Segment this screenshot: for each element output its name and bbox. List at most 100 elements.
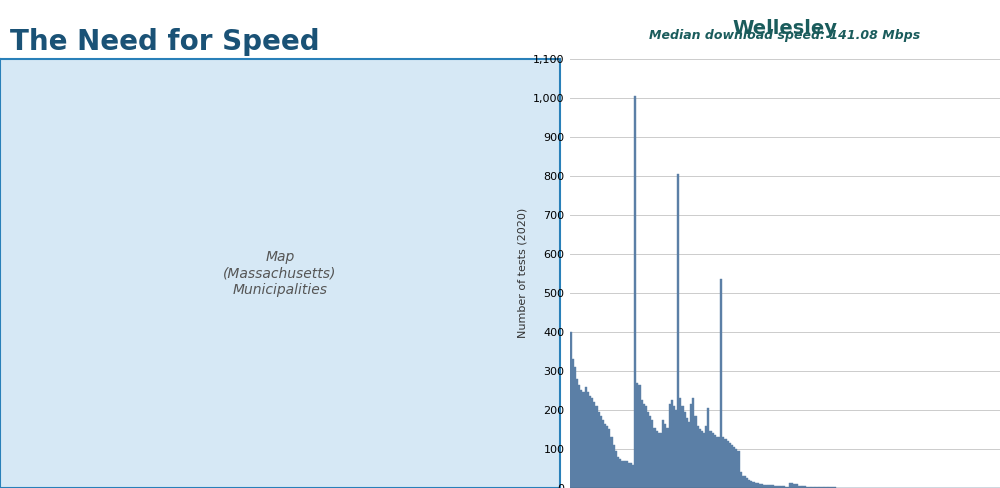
Bar [740, 472, 742, 488]
Bar [768, 485, 770, 488]
Bar [793, 484, 798, 488]
Bar [699, 429, 701, 488]
Bar [733, 447, 735, 488]
Bar [662, 420, 664, 488]
Bar [628, 463, 630, 488]
Bar [675, 410, 677, 488]
Bar [677, 174, 679, 488]
Bar [785, 487, 789, 488]
Bar [778, 486, 780, 488]
Bar [623, 461, 625, 488]
Bar [703, 433, 705, 488]
Bar [572, 359, 574, 488]
Bar [776, 486, 778, 488]
Bar [641, 400, 643, 488]
Bar [765, 485, 768, 488]
Bar [587, 392, 589, 488]
Bar [722, 437, 724, 488]
Bar [634, 96, 636, 488]
Bar [582, 392, 585, 488]
Bar [815, 487, 819, 488]
Bar [783, 487, 785, 488]
Bar [701, 431, 703, 488]
Bar [714, 435, 716, 488]
Bar [718, 437, 720, 488]
Bar [824, 487, 828, 488]
Bar [617, 457, 619, 488]
Bar [589, 396, 591, 488]
Bar [755, 483, 757, 488]
Bar [638, 385, 641, 488]
Bar [828, 487, 836, 488]
Bar [649, 416, 651, 488]
Y-axis label: Number of tests (2020): Number of tests (2020) [518, 208, 528, 339]
Bar [600, 416, 602, 488]
Bar [664, 424, 666, 488]
Bar [716, 437, 718, 488]
Bar [774, 486, 776, 488]
Bar [735, 449, 737, 488]
Bar [744, 476, 746, 488]
Bar [707, 408, 709, 488]
Bar [608, 429, 610, 488]
Bar [669, 404, 671, 488]
Bar [671, 400, 673, 488]
Bar [798, 486, 802, 488]
Bar [632, 465, 634, 488]
Bar [656, 431, 658, 488]
Bar [673, 406, 675, 488]
Bar [690, 404, 692, 488]
Text: The Need for Speed: The Need for Speed [10, 27, 320, 56]
Bar [610, 437, 613, 488]
Bar [580, 390, 582, 488]
Bar [630, 463, 632, 488]
Bar [647, 412, 649, 488]
Bar [737, 451, 740, 488]
Bar [742, 476, 744, 488]
Bar [712, 433, 714, 488]
Bar [761, 484, 763, 488]
Bar [724, 439, 727, 488]
Bar [615, 451, 617, 488]
Bar [772, 485, 774, 488]
Bar [625, 462, 628, 488]
Bar [645, 406, 647, 488]
Bar [593, 402, 595, 488]
Bar [748, 480, 750, 488]
Bar [602, 420, 604, 488]
Bar [585, 386, 587, 488]
Bar [666, 427, 669, 488]
Bar [591, 398, 593, 488]
Bar [660, 433, 662, 488]
Bar [806, 487, 811, 488]
Bar [705, 426, 707, 488]
Bar [759, 484, 761, 488]
Bar [643, 404, 645, 488]
Bar [750, 481, 752, 488]
Bar [770, 485, 772, 488]
Bar [694, 416, 697, 488]
Bar [576, 379, 578, 488]
Bar [598, 412, 600, 488]
Bar [731, 445, 733, 488]
Bar [651, 420, 653, 488]
Bar [574, 367, 576, 488]
Bar [763, 485, 765, 488]
Bar [606, 426, 608, 488]
Text: Map
(Massachusetts)
Municipalities: Map (Massachusetts) Municipalities [223, 250, 336, 297]
Title: Wellesley: Wellesley [732, 19, 837, 38]
Bar [757, 483, 759, 488]
Bar [681, 406, 684, 488]
Bar [679, 398, 681, 488]
Bar [686, 418, 688, 488]
Bar [636, 383, 638, 488]
Bar [619, 459, 621, 488]
Bar [653, 427, 656, 488]
Bar [604, 424, 606, 488]
Bar [578, 385, 580, 488]
Bar [720, 279, 722, 488]
Bar [746, 478, 748, 488]
Bar [697, 426, 699, 488]
Bar [802, 487, 806, 488]
Bar [729, 443, 731, 488]
